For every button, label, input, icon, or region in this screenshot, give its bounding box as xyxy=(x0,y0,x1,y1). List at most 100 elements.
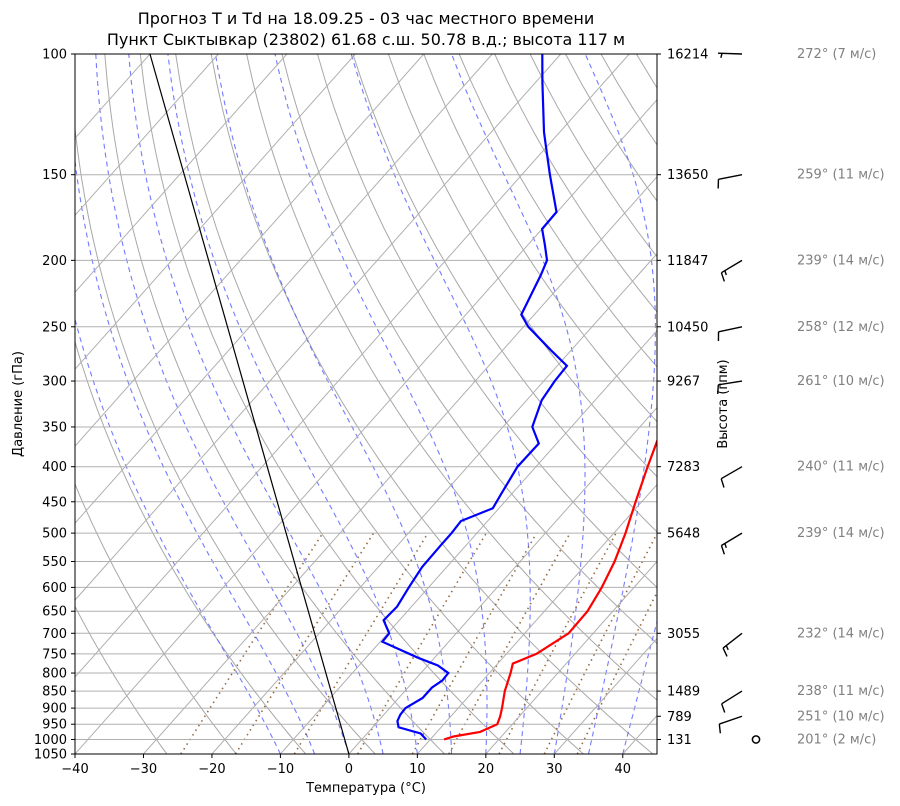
temperature-line xyxy=(443,438,657,741)
pressure-tick-label: 650 xyxy=(42,605,67,620)
dry-adiabat xyxy=(104,54,445,754)
height-tick-label: 789 xyxy=(667,710,692,725)
isotherm-line xyxy=(75,54,356,370)
isotherm-line xyxy=(416,483,657,754)
wind-label: 201° (2 м/с) xyxy=(797,732,876,747)
pressure-axis-ticks: 100 150 200 250 300 350 400 450 500 550 600 650 700 7… xyxy=(34,48,75,763)
height-tick-label: 13650 xyxy=(667,168,708,183)
pressure-tick-label: 750 xyxy=(42,647,67,662)
moist-adiabat xyxy=(584,54,656,754)
pressure-tick-label: 200 xyxy=(42,254,67,269)
pressure-tick-label: 350 xyxy=(42,420,67,435)
wind-barb xyxy=(720,532,743,555)
dry-adiabat xyxy=(423,54,657,423)
dry-adiabat xyxy=(565,54,657,202)
mixing-ratio-line xyxy=(180,532,324,754)
moist-adiabat xyxy=(350,54,531,754)
chart-title-line2: Пункт Сыктывкар (23802) 61.68 с.ш. 50.78… xyxy=(107,30,625,49)
y-axis-label: Давление (гПа) xyxy=(11,351,26,457)
height-tick-label: 11847 xyxy=(667,254,708,269)
wind-barb xyxy=(751,735,761,744)
moist-adiabat xyxy=(167,54,418,754)
height-tick-label: 16214 xyxy=(667,48,708,63)
pressure-tick-label: 800 xyxy=(42,667,67,682)
x-axis-ticks: −40 −30 −20 −10 0 10 20 30 40 xyxy=(61,754,631,777)
x-tick-label: 20 xyxy=(478,762,495,777)
x-tick-label: 10 xyxy=(409,762,426,777)
mixing-ratio-line xyxy=(543,532,657,754)
dewpoint-line xyxy=(380,54,569,741)
pressure-tick-label: 850 xyxy=(42,685,67,700)
wind-label: 239° (14 м/с) xyxy=(797,253,885,268)
x-tick-label: −30 xyxy=(130,762,157,777)
dry-adiabat xyxy=(352,54,657,533)
wind-label: 258° (12 м/с) xyxy=(797,320,885,335)
wind-barb xyxy=(720,259,743,282)
wind-label: 259° (11 м/с) xyxy=(797,168,885,183)
dry-adiabat xyxy=(139,54,515,754)
dry-adiabat xyxy=(672,54,900,754)
isotherm-line xyxy=(211,252,657,754)
wind-label: 239° (14 м/с) xyxy=(797,526,885,541)
height-tick-label: 131 xyxy=(667,733,692,748)
pressure-tick-label: 250 xyxy=(42,320,67,335)
dry-adiabat xyxy=(635,54,657,89)
moist-adiabat xyxy=(214,54,453,754)
x-tick-label: −40 xyxy=(61,762,88,777)
height-tick-label: 10450 xyxy=(667,320,708,335)
x-tick-label: −10 xyxy=(267,762,294,777)
wind-barb xyxy=(718,715,743,734)
pressure-tick-label: 950 xyxy=(42,718,67,733)
y-axis-label-right: Высота (гпм) xyxy=(716,359,731,448)
wind-barb xyxy=(720,466,743,488)
dry-adiabat xyxy=(75,605,168,754)
dry-adiabat xyxy=(246,54,657,701)
height-tick-label: 3055 xyxy=(667,627,700,642)
isotherm-line xyxy=(143,175,657,754)
isotherm-line xyxy=(75,54,493,524)
isotherm-line xyxy=(348,406,657,754)
height-tick-label: 5648 xyxy=(667,527,700,542)
mixing-ratio-line xyxy=(293,532,429,754)
dry-adiabat xyxy=(743,54,900,754)
mixing-ratio-line xyxy=(498,532,617,754)
moist-adiabat xyxy=(274,54,488,754)
wind-barb xyxy=(717,380,743,395)
pressure-tick-label: 1000 xyxy=(34,733,67,748)
isotherm-line xyxy=(75,99,657,754)
x-tick-label: 40 xyxy=(614,762,631,777)
x-tick-label: 0 xyxy=(345,762,353,777)
moist-adiabat xyxy=(128,54,384,754)
pressure-tick-label: 400 xyxy=(42,460,67,475)
pressure-tick-label: 500 xyxy=(42,527,67,542)
dry-adiabat xyxy=(778,54,900,754)
isotherm-line xyxy=(75,54,630,678)
dry-adiabat xyxy=(210,54,654,754)
wind-barb xyxy=(720,690,743,713)
dry-adiabat xyxy=(494,54,657,313)
x-tick-label: 30 xyxy=(546,762,563,777)
height-tick-label: 9267 xyxy=(667,375,700,390)
pressure-tick-label: 300 xyxy=(42,375,67,390)
wind-label: 251° (10 м/с) xyxy=(797,709,885,724)
moist-adiabat xyxy=(75,156,316,754)
plot-area xyxy=(75,54,900,754)
pressure-tick-label: 900 xyxy=(42,702,67,717)
dry-adiabat xyxy=(317,54,657,589)
height-tick-label: 7283 xyxy=(667,460,700,475)
pressure-tick-label: 1050 xyxy=(34,748,67,763)
dry-adiabat xyxy=(75,124,376,754)
dry-adiabats xyxy=(75,54,900,754)
dry-adiabat xyxy=(707,54,900,754)
moist-adiabat xyxy=(451,54,586,754)
isotherm-line xyxy=(622,714,657,754)
wind-label: 240° (11 м/с) xyxy=(797,460,885,475)
wind-barb xyxy=(717,174,743,189)
pressure-tick-label: 550 xyxy=(42,555,67,570)
dry-adiabat xyxy=(387,54,657,478)
x-axis-label: Температура (°C) xyxy=(305,781,426,796)
pressure-tick-label: 700 xyxy=(42,627,67,642)
dry-adiabat xyxy=(458,54,657,368)
wind-barb xyxy=(717,326,743,341)
